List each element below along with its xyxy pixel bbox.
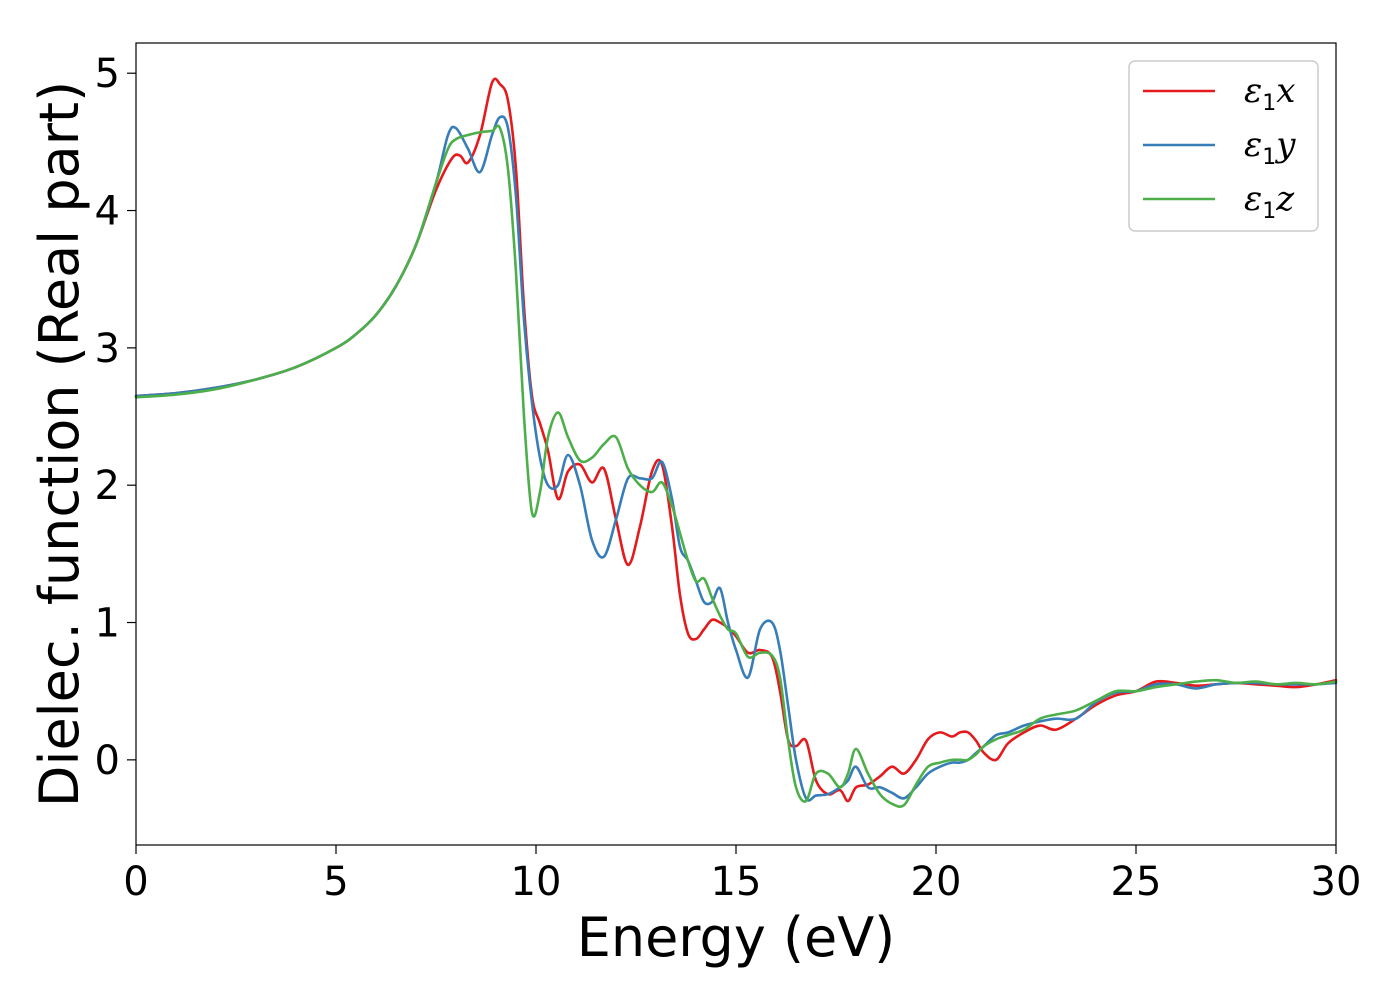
x-tick-label: 5 xyxy=(323,859,348,905)
y-axis-label: Dielec. function (Real part) xyxy=(28,81,91,807)
y-ticks: 0 1 2 3 4 5 xyxy=(95,51,136,784)
x-tick-label: 10 xyxy=(511,859,562,905)
y-tick-label: 4 xyxy=(95,189,120,235)
y-tick-label: 3 xyxy=(95,326,120,372)
y-tick-label: 0 xyxy=(95,738,120,784)
series-line-y xyxy=(134,115,1338,802)
series-line-z xyxy=(134,124,1338,808)
legend: ε1x ε1y ε1z xyxy=(1128,60,1319,232)
legend-label-z: ε1z xyxy=(1244,179,1295,224)
series-layer xyxy=(134,77,1338,808)
x-axis-label: Energy (eV) xyxy=(577,906,896,969)
x-tick-label: 15 xyxy=(711,859,762,905)
x-tick-label: 20 xyxy=(911,859,962,905)
legend-frame xyxy=(1128,60,1319,232)
x-ticks: 0 5 10 15 20 25 30 xyxy=(123,845,1361,905)
y-tick-label: 5 xyxy=(95,51,120,97)
y-tick-label: 2 xyxy=(95,463,120,509)
y-tick-label: 1 xyxy=(95,601,120,647)
x-tick-label: 0 xyxy=(123,859,148,905)
legend-label-y: ε1y xyxy=(1244,125,1296,170)
x-tick-label: 30 xyxy=(1311,859,1362,905)
x-tick-label: 25 xyxy=(1111,859,1162,905)
legend-label-x: ε1x xyxy=(1244,71,1295,116)
